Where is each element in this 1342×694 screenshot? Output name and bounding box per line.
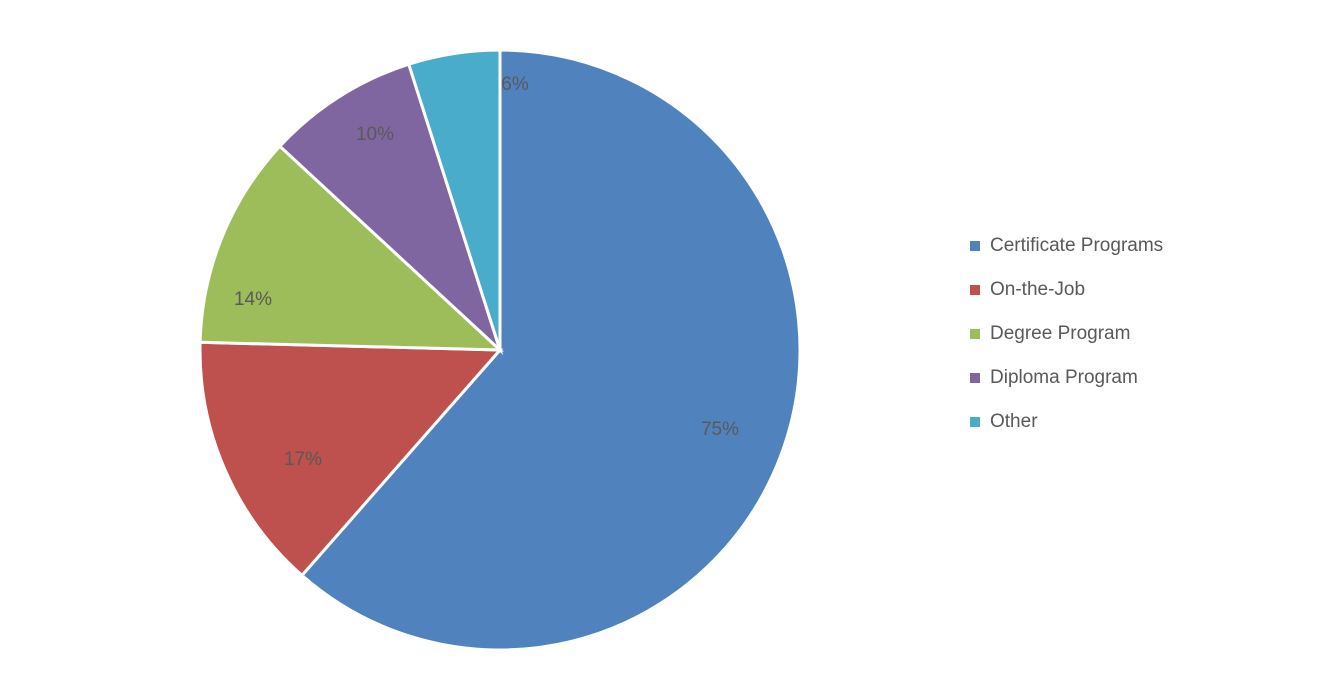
- slice-label: 17%: [284, 449, 322, 471]
- slice-label: 6%: [501, 74, 528, 96]
- legend-swatch: [970, 417, 980, 427]
- legend-item: Degree Program: [970, 323, 1163, 345]
- slice-label: 75%: [701, 419, 739, 441]
- legend-swatch: [970, 241, 980, 251]
- legend-label: Other: [990, 411, 1038, 433]
- pie-chart: 75% 17% 14% 10% 6%: [180, 30, 820, 670]
- slice-label: 14%: [234, 289, 272, 311]
- legend-item: On-the-Job: [970, 279, 1163, 301]
- legend-item: Certificate Programs: [970, 235, 1163, 257]
- legend-label: Diploma Program: [990, 367, 1138, 389]
- legend-item: Other: [970, 411, 1163, 433]
- legend: Certificate Programs On-the-Job Degree Pro…: [970, 235, 1163, 455]
- slice-label: 10%: [356, 124, 394, 146]
- legend-swatch: [970, 373, 980, 383]
- legend-swatch: [970, 285, 980, 295]
- legend-label: On-the-Job: [990, 279, 1085, 301]
- legend-label: Certificate Programs: [990, 235, 1163, 257]
- legend-swatch: [970, 329, 980, 339]
- legend-label: Degree Program: [990, 323, 1130, 345]
- legend-item: Diploma Program: [970, 367, 1163, 389]
